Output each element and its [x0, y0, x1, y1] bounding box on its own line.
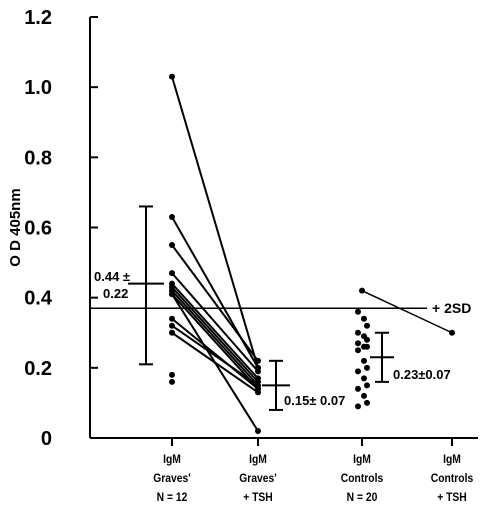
x-group-label-line: + TSH [243, 491, 273, 504]
controls-point [364, 336, 370, 343]
controls-point [364, 399, 370, 406]
controls-point [355, 403, 361, 410]
graves-pair-line [171, 282, 259, 380]
reference-line-group: + 2SD [90, 300, 471, 316]
controls-point [355, 329, 361, 336]
x-group-label-line: IgM [443, 453, 461, 466]
x-group-label-line: IgM [353, 453, 371, 466]
y-tick-label: 0.2 [24, 358, 52, 380]
controls-point [355, 347, 361, 354]
controls-point [359, 287, 365, 294]
controls-point [361, 315, 367, 322]
graves-tsh-point [255, 357, 261, 364]
y-tick-label: 0.8 [24, 147, 52, 169]
graves-tsh-point [255, 389, 261, 396]
controls-point [364, 322, 370, 329]
mean-sd-label-graves: 0.44 ± [94, 269, 130, 284]
controls-tsh-point [449, 329, 455, 336]
graves-point [169, 378, 175, 385]
controls-point [355, 340, 361, 347]
graves-tsh-point [255, 382, 261, 389]
y-tick-label: 1.2 [24, 7, 52, 29]
y-tick-label: 1.0 [24, 77, 52, 99]
controls-point [355, 385, 361, 392]
x-group-label-line: + TSH [437, 491, 467, 504]
mean-sd-label-graves-line2: 0.22 [103, 286, 128, 301]
x-group-label-line: IgM [163, 453, 181, 466]
graves-pair-line [171, 324, 259, 387]
graves-pair-line [171, 272, 259, 373]
controls-point [364, 364, 370, 371]
graves-pair-line [171, 317, 259, 390]
graves-point [169, 371, 175, 378]
x-group-label-line: Graves' [239, 472, 277, 485]
graves-point [169, 73, 175, 80]
data-points [169, 73, 455, 434]
axes [89, 16, 478, 446]
controls-point [364, 343, 370, 350]
controls-pair-line [361, 289, 453, 334]
graves-pair-line [171, 76, 259, 369]
reference-line-label: + 2SD [432, 300, 471, 316]
graves-pair-line [171, 244, 259, 362]
graves-point [169, 322, 175, 329]
y-tick-label: 0.6 [24, 218, 52, 240]
x-group-label-line: Controls [431, 472, 473, 485]
x-group-label-line: N = 12 [157, 491, 188, 504]
controls-point [355, 368, 361, 375]
y-axis-label: O D 405nm [7, 188, 24, 266]
graves-pair-line [171, 293, 259, 390]
graves-pair-line [171, 289, 259, 387]
y-tick-label: 0 [41, 428, 52, 450]
controls-point [355, 308, 361, 315]
graves-point [169, 242, 175, 249]
mean-sd-label-graves-tsh: 0.15± 0.07 [284, 393, 345, 408]
x-group-label-line: N = 20 [347, 491, 378, 504]
graves-tsh-point [255, 368, 261, 375]
mean-sd-label-controls: 0.23±0.07 [393, 367, 451, 382]
text-labels: 0 0.2 0.4 0.6 0.8 1.0 1.2 O D 405nm IgM Graves' N … [7, 7, 473, 504]
graves-point [169, 315, 175, 322]
graves-pair-line [171, 286, 259, 383]
graves-tsh-point [255, 427, 261, 434]
controls-point [361, 375, 367, 382]
graves-point [169, 291, 175, 298]
y-tick-label: 0.4 [24, 288, 53, 310]
x-group-label-line: Graves' [153, 472, 191, 485]
graves-pair-line [171, 293, 259, 432]
controls-point [361, 357, 367, 364]
controls-point [361, 392, 367, 399]
pair-lines [171, 76, 453, 432]
x-group-label-line: IgM [249, 453, 267, 466]
x-group-label-line: Controls [341, 472, 383, 485]
graves-point [169, 270, 175, 277]
graves-point [169, 329, 175, 336]
graves-pair-line [171, 216, 259, 369]
graves-point [169, 213, 175, 220]
error-bars [128, 205, 394, 411]
controls-point [364, 382, 370, 389]
